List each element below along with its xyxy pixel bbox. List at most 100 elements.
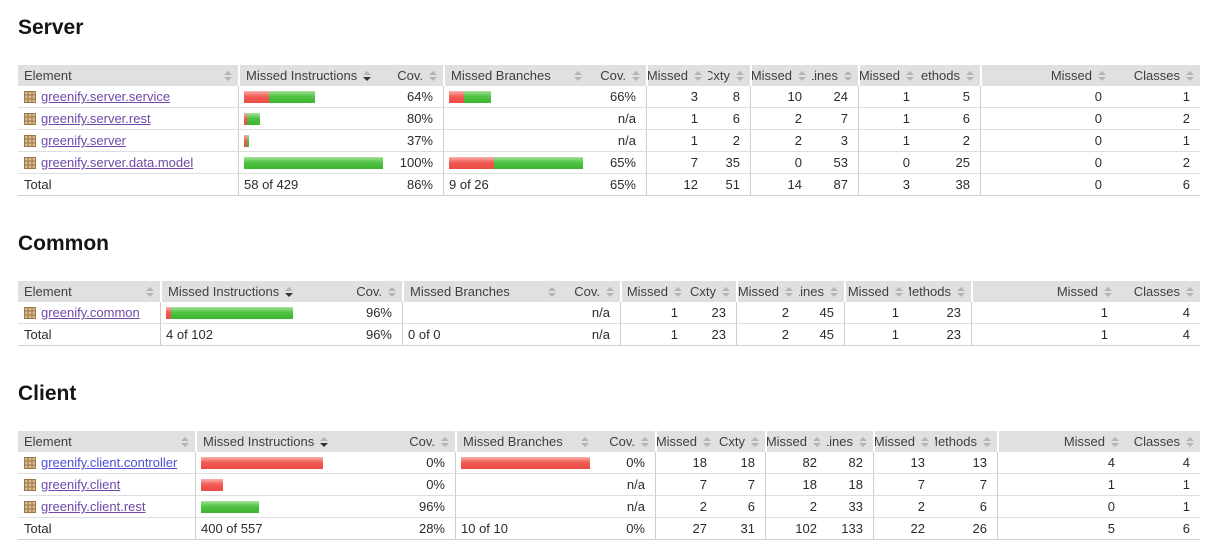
package-link[interactable]: greenify.common [41,305,140,320]
column-header-missed-branches[interactable]: Missed Branches [443,65,588,86]
missed-methods-cell: 13 [873,452,935,474]
column-header-classes[interactable]: Classes [1112,65,1200,86]
methods-cell: 23 [909,302,971,324]
column-header-methods[interactable]: Methods [909,281,971,302]
column-header-element[interactable]: Element [18,281,160,302]
column-label: Cov. [409,434,435,449]
package-link[interactable]: greenify.client.controller [41,455,178,470]
bar-covered [171,306,293,319]
classes-cell: 1 [1112,130,1200,152]
missed-classes-cell: 1 [971,302,1118,324]
column-header-cxty[interactable]: Cxty [688,281,736,302]
column-header-instruction-cov[interactable]: Cov. [360,431,455,452]
total-branch-cov: 65% [588,174,646,196]
branch-cov-cell: n/a [588,108,646,130]
total-missed-methods: 22 [873,518,935,540]
total-missed-instructions: 58 of 429 [238,174,388,196]
missed-cxty-cell: 1 [646,108,708,130]
column-header-missed-cxty[interactable]: Missed [620,281,688,302]
package-row: greenify.client.controller 0% 0% 18 18 8… [18,452,1200,474]
missed-branches-cell [443,108,588,130]
sort-icon [957,286,965,297]
column-header-missed-instructions[interactable]: Missed Instructions [238,65,388,86]
column-header-missed-cxty[interactable]: Missed [646,65,708,86]
column-header-branch-cov[interactable]: Cov. [562,281,620,302]
column-header-branch-cov[interactable]: Cov. [588,65,646,86]
package-link[interactable]: greenify.server.service [41,89,171,104]
column-header-missed-cxty[interactable]: Missed [655,431,717,452]
total-methods: 23 [909,324,971,346]
classes-cell: 1 [1112,86,1200,108]
column-header-lines[interactable]: Lines [827,431,873,452]
column-header-missed-lines[interactable]: Missed [736,281,799,302]
column-header-methods[interactable]: Methods [920,65,980,86]
column-header-missed-methods[interactable]: Missed [858,65,920,86]
column-header-branch-cov[interactable]: Cov. [595,431,655,452]
total-cxty: 23 [688,324,736,346]
instructions-coverage-bar [244,90,383,103]
column-header-missed-classes[interactable]: Missed [971,281,1118,302]
package-link[interactable]: greenify.server.rest [41,111,151,126]
missed-lines-cell: 2 [750,108,812,130]
missed-methods-cell: 2 [873,496,935,518]
column-label: Methods [920,68,960,83]
branches-coverage-bar [449,90,583,103]
cxty-cell: 7 [717,474,765,496]
instructions-coverage-bar [244,112,383,125]
column-header-cxty[interactable]: Cxty [708,65,750,86]
package-link[interactable]: greenify.server [41,133,127,148]
column-header-missed-lines[interactable]: Missed [765,431,827,452]
column-header-missed-methods[interactable]: Missed [844,281,909,302]
column-header-element[interactable]: Element [18,431,195,452]
missed-cxty-cell: 3 [646,86,708,108]
sort-icon [1186,286,1194,297]
column-header-methods[interactable]: Methods [935,431,997,452]
column-header-lines[interactable]: Lines [799,281,844,302]
sort-icon [320,436,329,447]
methods-cell: 13 [935,452,997,474]
sort-icon [181,436,189,447]
column-label: Lines [827,434,853,449]
column-header-missed-classes[interactable]: Missed [980,65,1112,86]
package-link[interactable]: greenify.client [41,477,121,492]
element-cell: greenify.server.service [18,86,238,108]
total-missed-classes: 1 [971,324,1118,346]
column-header-cxty[interactable]: Cxty [717,431,765,452]
package-link[interactable]: greenify.client.rest [41,499,146,514]
column-header-classes[interactable]: Classes [1118,281,1200,302]
instructions-coverage-bar [201,456,355,469]
total-missed-cxty: 12 [646,174,708,196]
column-header-missed-classes[interactable]: Missed [997,431,1125,452]
column-header-missed-branches[interactable]: Missed Branches [455,431,595,452]
column-header-instruction-cov[interactable]: Cov. [347,281,402,302]
total-missed-lines: 14 [750,174,812,196]
column-header-element[interactable]: Element [18,65,238,86]
sort-icon [581,436,589,447]
column-label: Lines [799,284,824,299]
element-cell: greenify.client.controller [18,452,195,474]
column-header-missed-instructions[interactable]: Missed Instructions [160,281,347,302]
column-header-instruction-cov[interactable]: Cov. [388,65,443,86]
column-header-missed-instructions[interactable]: Missed Instructions [195,431,360,452]
package-link[interactable]: greenify.server.data.model [41,155,194,170]
element-cell: greenify.common [18,302,160,324]
total-missed-methods: 1 [844,324,909,346]
total-classes: 6 [1125,518,1200,540]
column-label: Cxty [719,434,745,449]
column-header-lines[interactable]: Lines [812,65,858,86]
bar-missed [166,306,171,319]
column-header-missed-lines[interactable]: Missed [750,65,812,86]
column-header-missed-branches[interactable]: Missed Branches [402,281,562,302]
sort-icon [906,70,914,81]
column-header-missed-methods[interactable]: Missed [873,431,935,452]
column-label: Missed [646,68,688,83]
total-lines: 45 [799,324,844,346]
package-icon [24,456,36,469]
missed-instructions-cell [160,302,347,324]
bar-missed [461,456,590,469]
total-label: Total [18,324,160,346]
branch-cov-cell: 0% [595,452,655,474]
sort-icon [694,70,702,81]
element-cell: greenify.server.data.model [18,152,238,174]
column-header-classes[interactable]: Classes [1125,431,1200,452]
